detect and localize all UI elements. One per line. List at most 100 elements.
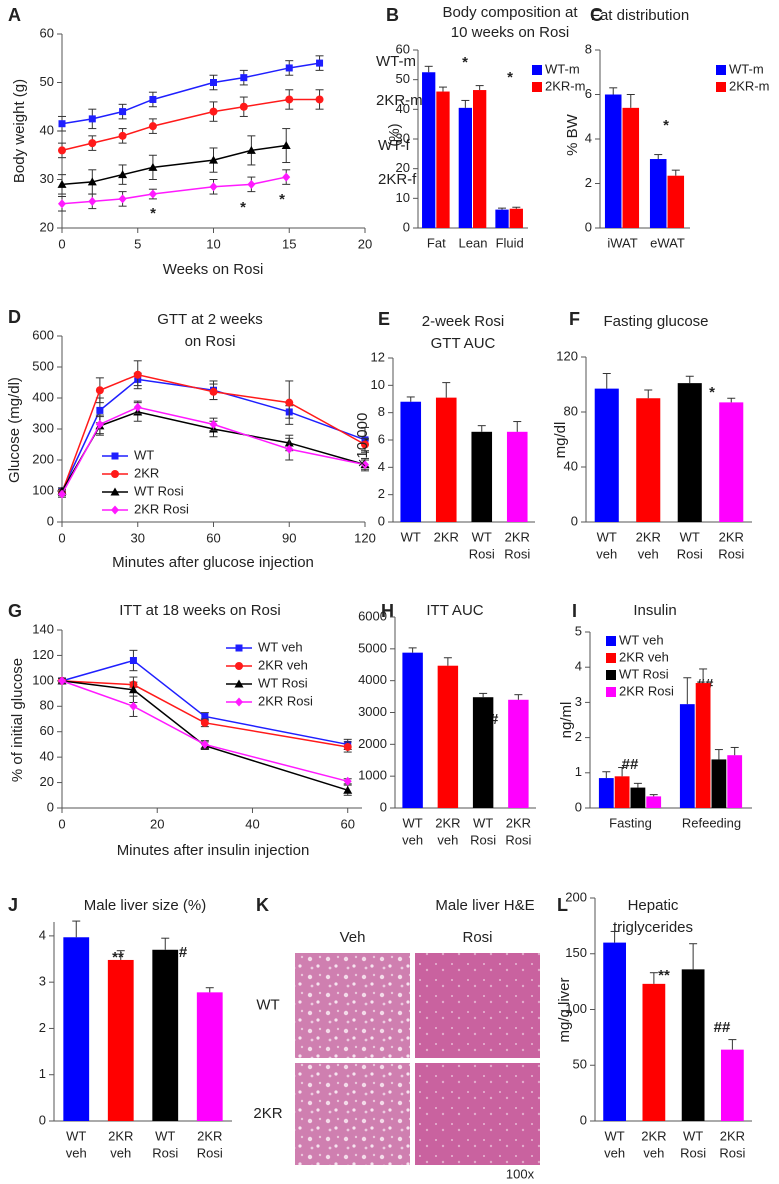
bar (711, 759, 727, 808)
x-tick-label: WT (473, 815, 493, 830)
x-tick-label: 40 (245, 816, 259, 831)
y-tick-label: 2 (585, 175, 592, 190)
y-tick-label: 0 (380, 799, 387, 814)
bar (435, 397, 457, 522)
x-tick-label: veh (110, 1145, 131, 1160)
marker (149, 95, 157, 103)
bar (642, 983, 666, 1121)
legend-label: 2KR veh (619, 649, 669, 664)
bar (508, 699, 529, 808)
bar (196, 992, 223, 1121)
marker (201, 712, 209, 720)
x-tick-label: 30 (131, 530, 145, 545)
y-tick-label: 150 (565, 945, 587, 960)
series-label: WT-f (378, 137, 410, 154)
x-tick-label: Rosi (677, 546, 703, 561)
marker (88, 139, 97, 148)
y-tick-label: 0 (571, 513, 578, 528)
marker (200, 718, 209, 727)
legend-swatch (532, 65, 542, 75)
panel-letter: K (256, 895, 269, 915)
annotation: * (150, 205, 156, 222)
annotation: ## (714, 1019, 731, 1036)
chart-title: triglycerides (613, 919, 693, 936)
bar (719, 402, 744, 522)
marker (361, 460, 369, 470)
y-axis-label: (%) (386, 123, 403, 146)
y-tick-label: 40 (396, 101, 410, 116)
chart-title: 2-week Rosi (422, 313, 505, 330)
panel-letter: L (557, 895, 568, 915)
histology-image (415, 1063, 540, 1165)
legend-label: 2KR Rosi (258, 693, 313, 708)
bar (630, 787, 646, 808)
marker (96, 406, 104, 414)
marker (128, 685, 138, 694)
x-tick-label: veh (596, 546, 617, 561)
y-axis-label: Glucose (mg/dl) (6, 377, 23, 483)
marker (148, 122, 157, 131)
marker (247, 179, 256, 189)
marker (285, 95, 294, 104)
marker (129, 701, 138, 711)
bar (495, 209, 509, 228)
y-axis-label: mg/g liver (556, 977, 573, 1042)
marker (111, 470, 119, 478)
x-tick-label: 2KR (197, 1128, 222, 1143)
marker (315, 95, 324, 104)
marker (58, 199, 66, 209)
legend-label: WT veh (258, 639, 303, 654)
x-tick-label: Rosi (505, 832, 531, 847)
legend-swatch (606, 670, 616, 680)
x-tick-label: 60 (340, 816, 354, 831)
histology-image (415, 953, 540, 1058)
y-tick-label: 2000 (358, 736, 387, 751)
marker (285, 64, 293, 72)
marker (57, 179, 67, 188)
x-tick-label: 10 (206, 236, 220, 251)
x-tick-label: veh (66, 1145, 87, 1160)
y-axis-label: ×10,000 (354, 413, 371, 468)
panel-letter: E (378, 309, 390, 329)
x-tick-label: Rosi (718, 546, 744, 561)
legend-swatch (606, 653, 616, 663)
x-tick-label: 60 (206, 530, 220, 545)
y-tick-label: 0 (378, 513, 385, 528)
y-tick-label: 50 (396, 71, 410, 86)
chart-title: Male liver H&E (435, 897, 534, 914)
chart-title: GTT AUC (431, 335, 496, 352)
y-tick-label: 8 (378, 404, 385, 419)
y-tick-label: 10 (371, 377, 385, 392)
marker (133, 402, 142, 412)
marker (210, 79, 217, 86)
bar (400, 401, 422, 522)
annotation: # (179, 944, 188, 961)
bar (152, 949, 179, 1121)
marker (129, 657, 137, 665)
x-tick-label: WT (680, 529, 700, 544)
x-tick-label: 90 (282, 530, 296, 545)
y-tick-label: 0 (575, 799, 582, 814)
chart-title: ITT AUC (426, 602, 483, 619)
y-tick-label: 3000 (358, 704, 387, 719)
bar (107, 959, 134, 1121)
bar (473, 90, 487, 228)
series-line (61, 62, 320, 125)
chart-title: Male liver size (%) (84, 897, 207, 914)
legend-label: WT Rosi (134, 483, 184, 498)
bar (436, 91, 450, 229)
chart-title: Hepatic (628, 897, 679, 914)
annotation: * (240, 199, 246, 216)
x-tick-label: Rosi (719, 1145, 745, 1160)
annotation: * (663, 117, 669, 134)
annotation: ** (658, 967, 670, 984)
y-tick-label: 3 (575, 694, 582, 709)
bar (471, 431, 493, 522)
bar (402, 652, 423, 808)
legend-label: WT (134, 447, 154, 462)
x-tick-label: iWAT (607, 235, 637, 250)
x-tick-label: Fat (427, 235, 446, 250)
x-tick-label: WT (66, 1128, 86, 1143)
y-tick-label: 30 (396, 130, 410, 145)
y-tick-label: 120 (556, 348, 578, 363)
